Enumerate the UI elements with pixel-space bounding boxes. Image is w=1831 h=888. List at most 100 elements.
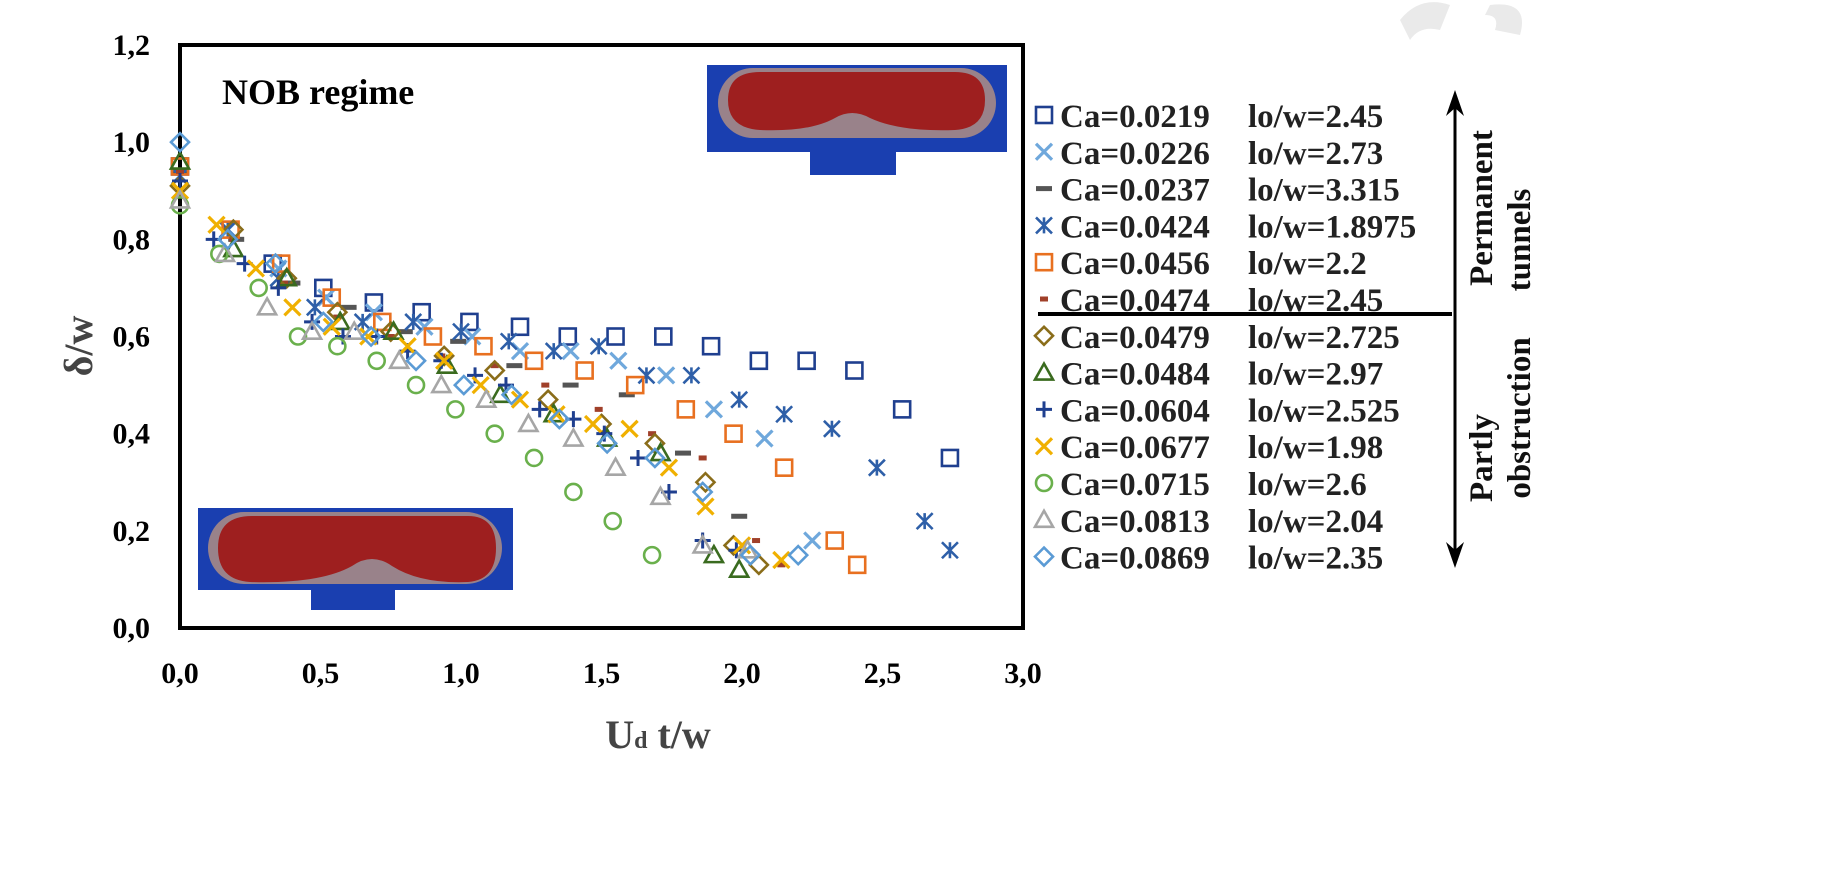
- legend-marker: [1032, 508, 1056, 529]
- legend-marker: [1036, 401, 1052, 418]
- data-point: [423, 327, 443, 346]
- data-point: [731, 513, 748, 519]
- data-point: [541, 382, 550, 388]
- data-point: [589, 337, 608, 356]
- data-point: [594, 406, 603, 412]
- data-point: [270, 279, 287, 296]
- data-point: [524, 448, 544, 468]
- partly-label: Partly: [1464, 414, 1500, 502]
- data-point: [787, 544, 810, 566]
- data-point: [625, 375, 645, 395]
- data-point: [774, 458, 794, 477]
- legend-ca-label: Ca=0.0869: [1060, 541, 1210, 577]
- data-point: [583, 414, 603, 434]
- data-point: [696, 497, 715, 516]
- data-point: [845, 361, 864, 380]
- data-point: [825, 531, 845, 550]
- data-point: [637, 366, 656, 385]
- data-point: [517, 412, 540, 433]
- data-point: [648, 431, 657, 437]
- y-tick-label: 1,0: [113, 126, 151, 159]
- data-point: [300, 319, 324, 340]
- legend-marker: [1034, 473, 1054, 493]
- data-point: [500, 383, 523, 406]
- data-point: [169, 131, 191, 154]
- data-point: [168, 188, 192, 209]
- data-point: [562, 426, 585, 447]
- data-point: [564, 482, 583, 502]
- legend-lo-label: lo/w=2.04: [1248, 504, 1383, 540]
- data-point: [510, 390, 530, 409]
- x-tick-label: 2,5: [864, 657, 902, 690]
- legend-ca-label: Ca=0.0813: [1060, 504, 1210, 540]
- data-point: [691, 533, 714, 554]
- data-point: [510, 317, 530, 337]
- legend-ca-label: Ca=0.0226: [1060, 136, 1210, 172]
- data-point: [561, 341, 580, 361]
- data-point: [396, 329, 413, 335]
- data-point: [649, 485, 672, 506]
- legend-lo-label: lo/w=2.97: [1248, 357, 1383, 393]
- data-point: [775, 405, 794, 424]
- data-point: [305, 298, 324, 317]
- data-point: [283, 298, 302, 317]
- legend-ca-label: Ca=0.0456: [1060, 246, 1210, 282]
- data-point: [659, 458, 679, 477]
- legend-marker: [1034, 142, 1054, 161]
- x-axis-title: Ud t/w: [605, 712, 711, 757]
- legend-ca-label: Ca=0.0219: [1060, 99, 1210, 135]
- legend-marker: [1033, 545, 1055, 568]
- tunnels-label: tunnels: [1502, 188, 1538, 291]
- data-point: [398, 337, 417, 356]
- legend-marker: [1034, 252, 1054, 272]
- legend-lo-label: lo/w=2.45: [1248, 99, 1383, 135]
- data-point: [642, 545, 662, 565]
- data-point: [609, 351, 628, 370]
- data-point: [328, 336, 347, 356]
- data-point: [915, 512, 934, 531]
- data-point: [490, 363, 499, 369]
- legend-marker: [1032, 360, 1056, 381]
- legend-marker: [1033, 324, 1055, 347]
- legend-lo-label: lo/w=3.315: [1248, 173, 1400, 209]
- data-point: [618, 392, 635, 398]
- obstruction-label: obstruction: [1502, 337, 1538, 498]
- legend: Ca=0.0219 lo/w=2.45 Ca=0.0226 lo/w=2.73 Ca=0…: [1032, 99, 1416, 577]
- data-point: [446, 400, 465, 419]
- data-point: [606, 327, 625, 346]
- data-point: [415, 317, 434, 336]
- legend-ca-label: Ca=0.0484: [1060, 357, 1210, 393]
- data-point: [322, 288, 342, 307]
- data-point: [322, 317, 341, 336]
- legend-ca-label: Ca=0.0479: [1060, 320, 1210, 356]
- data-point: [475, 388, 498, 408]
- data-point: [382, 319, 405, 340]
- legend-lo-label: lo/w=2.6: [1248, 467, 1367, 503]
- data-point: [797, 351, 816, 371]
- data-point: [312, 311, 335, 333]
- data-point: [698, 455, 707, 461]
- y-tick-label: 1,2: [113, 29, 151, 62]
- data-point: [386, 334, 395, 339]
- data-point: [656, 366, 676, 385]
- data-point: [288, 327, 308, 346]
- data-point: [892, 400, 912, 419]
- data-point: [246, 259, 266, 278]
- data-point: [406, 375, 426, 395]
- x-tick-label: 1,5: [583, 657, 621, 690]
- legend-lo-label: lo/w=1.8975: [1248, 209, 1416, 245]
- y-tick-label: 0,4: [113, 418, 151, 451]
- data-point: [724, 424, 743, 443]
- data-point: [575, 361, 594, 380]
- data-point: [730, 390, 749, 409]
- data-point: [803, 531, 822, 550]
- data-point: [168, 149, 192, 170]
- data-point: [433, 352, 450, 369]
- data-point: [216, 228, 239, 251]
- data-point: [430, 373, 453, 394]
- y-axis-title: δ/w: [56, 316, 101, 377]
- data-point: [506, 363, 523, 369]
- legend-lo-label: lo/w=1.98: [1248, 430, 1383, 466]
- y-tick-labels: 0,0 0,2 0,4 0,6 0,8 1,0 1,2: [113, 29, 151, 645]
- legend-marker: [1034, 105, 1054, 125]
